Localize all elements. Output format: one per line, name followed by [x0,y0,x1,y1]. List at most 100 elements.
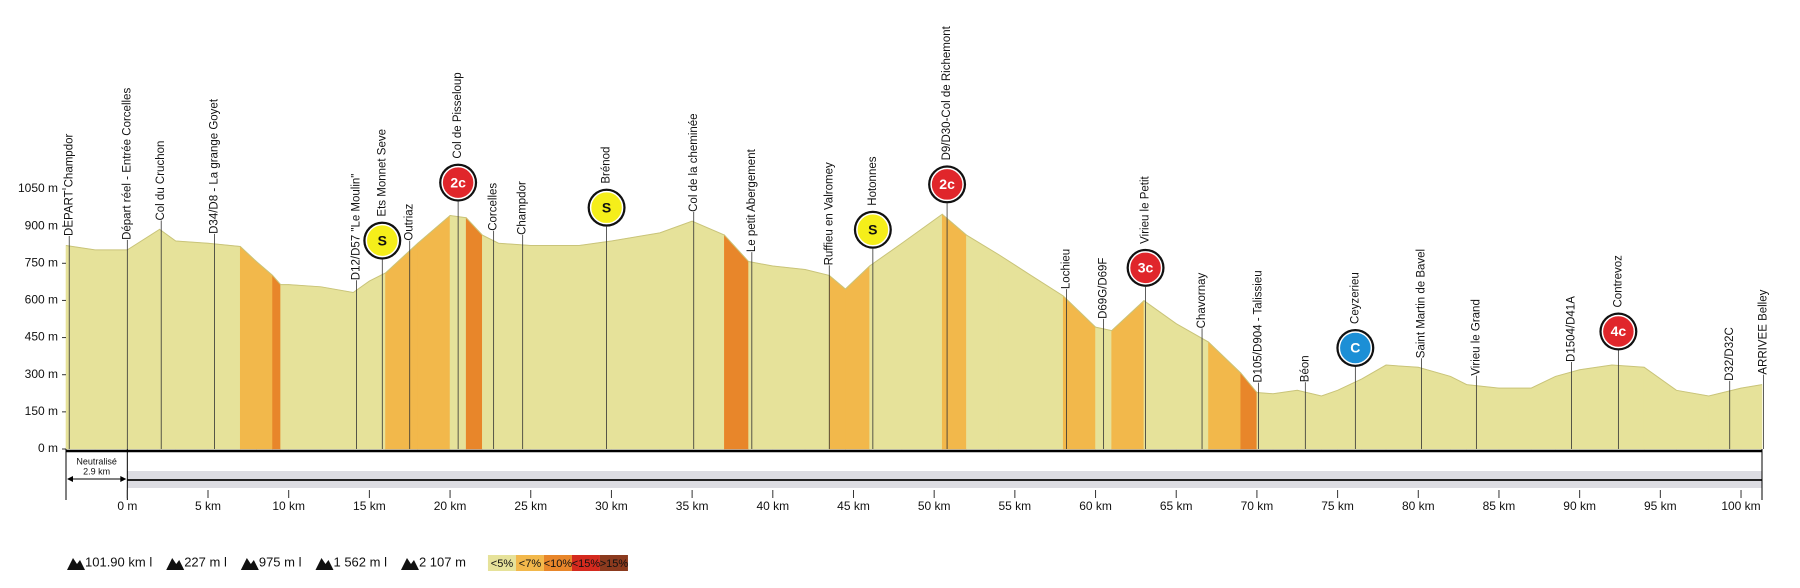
x-tick-label: 40 km [756,499,789,513]
profile-segment [288,284,322,450]
profile-segment [1555,369,1580,450]
stat: 227 m l [184,554,227,569]
waypoint-label: D34/D8 - La grange Goyet [208,98,220,234]
stat: 1 562 m l [333,554,387,569]
profile-segment [1337,378,1363,450]
profile-segment [1256,392,1274,450]
stat-icon [240,558,259,570]
profile-segment [724,234,749,450]
profile-segment [1272,389,1298,450]
waypoint-label: Ets Monnet Seve [376,129,388,217]
legend-label: <5% [491,558,514,570]
waypoint-label: Chavornay [1196,273,1208,329]
climb-badge-label: 4c [1611,323,1627,339]
profile-segment [530,245,580,450]
stat: 975 m l [259,554,302,569]
legend-swatch [543,555,572,571]
waypoint-label: Virieu le Grand [1470,299,1482,376]
legend-swatch [487,555,516,571]
x-tick-label: 75 km [1321,499,1354,513]
profile-segment [1361,364,1387,450]
waypoint-label: Contrevoz [1612,255,1624,308]
profile-segment [1643,366,1677,450]
waypoint-label: D1504/D41A [1566,296,1578,362]
profile-segment [804,269,830,450]
y-tick-label: 600 m [25,293,58,307]
waypoint-label: Départ réel - Entrée Corcelles [121,88,133,240]
profile-segment [1175,323,1209,450]
profile-segment [691,220,725,450]
climb-badge-inner [856,212,890,247]
stat-icon [67,558,85,570]
waypoint-label: Lochieu [1061,249,1073,289]
profile-segment [1450,375,1467,450]
profile-segment [239,245,257,450]
legend-label: <7% [519,558,542,570]
x-tick-label: 80 km [1402,499,1435,513]
climb-badge-inner [1338,331,1373,365]
profile-segment [966,234,1000,450]
waypoint-label: Champdor [517,181,529,235]
profile-segment [1498,387,1532,450]
x-tick-label: 55 km [999,499,1032,513]
neutral-title: Neutralisé [76,456,117,466]
x-tick-label: 65 km [1160,499,1193,513]
climb-badge-inner [1601,314,1636,349]
profile-segment [1062,295,1096,450]
climb-badge-inner [589,190,624,225]
profile-segment [127,228,160,450]
profile-segment [256,260,273,450]
profile-segment [207,242,241,450]
profile-segment [1111,299,1145,450]
waypoint-label: ARRIVEE Belley [1758,289,1770,374]
climb-badge-label: C [1350,340,1360,356]
waypoint-label: Outriaz [404,203,416,240]
climb-badge-inner [365,223,400,258]
waypoint-label: Col de Pisseloup [452,72,464,158]
y-tick-label: 150 m [25,404,58,418]
waypoint-label: D69G/D69F [1098,258,1110,319]
x-tick-label: 5 km [195,499,221,513]
x-tick-label: 30 km [595,499,628,513]
profile-segment [272,274,281,450]
profile-segment [175,240,209,450]
y-tick-label: 0 m [38,441,58,455]
stat-icon [166,558,185,570]
climb-badge-label: S [868,221,877,237]
profile-segment [901,213,943,450]
waypoint-label: D32/D32C [1724,327,1736,381]
profile-segment [1708,387,1742,450]
y-tick-label: 300 m [25,367,58,381]
profile-segment [941,213,967,450]
climb-badge-label: S [378,232,387,248]
legend-swatch [599,555,628,571]
waypoint-label: DEPART Champdor [63,134,75,236]
legend-swatch [571,555,600,571]
profile-segment [1676,389,1710,450]
stat-icon [315,558,334,570]
neutral-length: 2.9 km [83,466,110,476]
legend-swatch [515,555,544,571]
profile-segment [998,254,1032,450]
x-tick-label: 25 km [514,499,547,513]
profile-segment [498,242,532,450]
profile-segment [417,214,451,450]
climb-badge-label: 3c [1138,260,1154,276]
x-tick-label: 35 km [676,499,709,513]
legend-label: <15% [572,558,601,570]
y-tick-label: 450 m [25,330,58,344]
waypoint-label: Corcelles [488,183,500,231]
x-tick-label: 85 km [1483,499,1516,513]
x-tick-label: 10 km [272,499,305,513]
stat-icon [400,558,419,570]
profile-segment [369,272,386,450]
waypoint-label: D12/D57 "Le Moulin" [350,174,362,281]
climb-badge-inner [930,167,964,202]
profile-segment [1530,375,1556,450]
profile-segment [159,228,177,450]
profile-segment [1240,372,1258,450]
profile-segment [1579,364,1613,450]
profile-segment [65,245,96,450]
profile-segment [1466,384,1500,450]
